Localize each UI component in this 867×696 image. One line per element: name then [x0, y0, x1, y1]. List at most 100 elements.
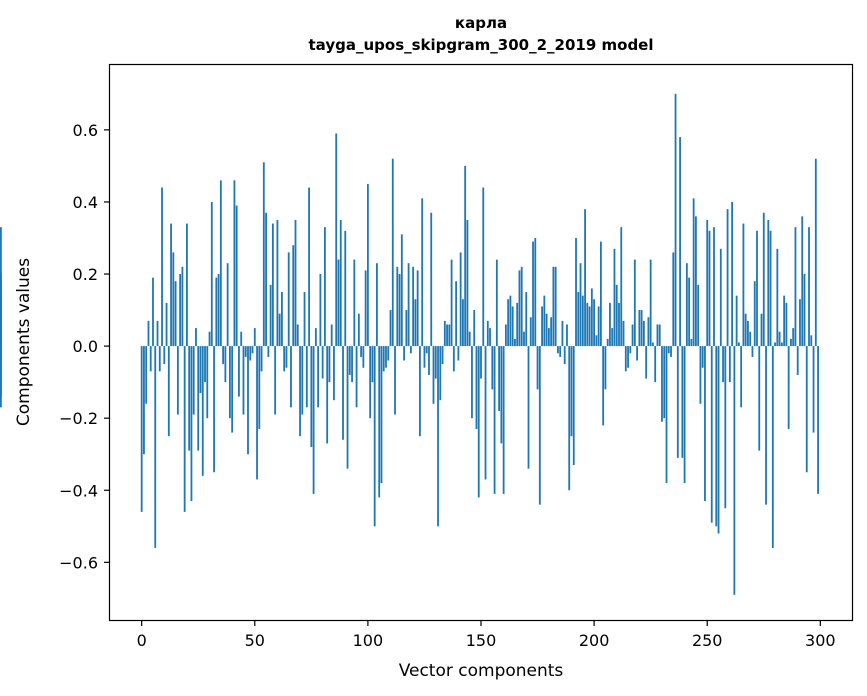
bar-11: [165, 302, 168, 347]
bar-143: [464, 165, 467, 347]
bar-190: [570, 346, 573, 437]
bar-22: [190, 346, 193, 502]
bar-257: [722, 346, 724, 383]
bar-151: [482, 187, 485, 347]
bar-114: [398, 274, 401, 347]
bar-240: [683, 346, 686, 484]
bar-37: [224, 346, 227, 383]
y-axis-ticks: −0.6 −0.4 −0.2 0.0 0.2 0.4 0.6: [59, 121, 110, 572]
bar-202: [597, 306, 600, 347]
bar-113: [396, 266, 399, 347]
x-tick-label: 100: [353, 631, 384, 650]
bar-237: [676, 346, 679, 458]
bar-184: [557, 346, 559, 354]
bar-199: [590, 288, 593, 347]
bar-286: [787, 346, 790, 429]
bar-195: [581, 295, 584, 347]
bar-28: [204, 346, 206, 383]
bar-101: [369, 346, 372, 419]
bar-186: [561, 320, 564, 347]
bar-129: [432, 346, 435, 404]
bar-191: [572, 346, 575, 466]
bar-288: [792, 328, 795, 347]
bar-161: [504, 324, 507, 347]
bar-98: [362, 346, 365, 368]
bar-46: [244, 346, 247, 357]
bar-106: [380, 346, 383, 484]
bar-220: [638, 310, 641, 347]
bar-157: [495, 259, 498, 347]
bar-85: [333, 346, 335, 401]
bar-155: [491, 346, 494, 390]
bar-19: [183, 346, 186, 512]
bar-36: [222, 346, 225, 365]
bar-52: [258, 346, 261, 429]
bar-71: [301, 346, 304, 415]
bar-15: [174, 281, 177, 347]
bar-44: [240, 331, 243, 347]
bar-68: [294, 219, 297, 347]
bar-273: [758, 346, 761, 451]
bar-193: [577, 292, 580, 347]
bar-111: [391, 158, 394, 347]
bar-211: [618, 302, 620, 347]
bar-41: [233, 180, 236, 347]
bar-103: [373, 346, 376, 527]
bar-128: [430, 212, 433, 347]
bar-170: [525, 292, 528, 347]
bar-148: [475, 346, 478, 429]
bar-297: [812, 346, 815, 433]
bar-248: [701, 346, 704, 368]
bar-83: [328, 346, 331, 383]
bar-171: [527, 346, 530, 469]
bar-167: [518, 270, 521, 347]
bar-258: [724, 346, 727, 509]
bar-259: [726, 209, 729, 347]
bar-172: [529, 317, 532, 347]
bar-12: [167, 346, 170, 437]
bar-146: [471, 346, 473, 419]
plot-frame: [108, 63, 854, 622]
bar-255: [717, 346, 720, 534]
bar-299: [817, 346, 819, 494]
bar-89: [342, 346, 344, 440]
bar-212: [620, 227, 623, 347]
bar-243: [690, 338, 693, 347]
bar-215: [627, 346, 629, 368]
bar-230: [661, 346, 663, 422]
bar-49: [251, 346, 254, 354]
bar-26: [199, 346, 202, 393]
bar-298: [814, 158, 817, 347]
bar-102: [371, 346, 374, 383]
bar-125: [423, 346, 426, 368]
bar-55: [265, 212, 267, 347]
bar-6: [154, 346, 157, 548]
bar-236: [674, 93, 677, 347]
bar-293: [803, 274, 806, 347]
bar-104: [376, 263, 378, 347]
x-tick-label: 200: [579, 631, 610, 650]
bar-40: [231, 346, 234, 433]
bar-13: [170, 223, 172, 347]
bar-119: [409, 346, 412, 354]
bar-160: [502, 346, 505, 494]
bar-45: [242, 346, 245, 415]
bar-218: [633, 259, 636, 347]
bar-181: [550, 317, 553, 347]
bar-118: [407, 263, 410, 347]
y-tick-label: 0.4: [73, 193, 98, 212]
bar-196: [584, 209, 586, 347]
bar-173: [532, 241, 534, 347]
bar-94: [353, 259, 356, 347]
bar-253: [713, 227, 715, 347]
bar-232: [665, 346, 668, 484]
bar-278: [769, 230, 772, 347]
bar-16: [176, 346, 179, 415]
bar-267: [744, 313, 747, 347]
bar-242: [688, 277, 691, 347]
bar-31: [210, 201, 213, 347]
bar-76: [312, 346, 315, 494]
bar-62: [281, 292, 283, 347]
bar-137: [450, 259, 453, 347]
bar-14: [172, 252, 175, 347]
